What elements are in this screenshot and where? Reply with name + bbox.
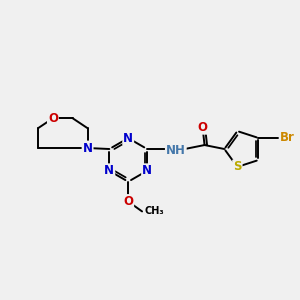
- Text: NH: NH: [166, 143, 186, 157]
- Text: S: S: [233, 160, 242, 173]
- Text: N: N: [82, 142, 93, 154]
- Text: CH₃: CH₃: [144, 206, 164, 216]
- Text: N: N: [123, 132, 133, 145]
- Text: O: O: [198, 121, 208, 134]
- Text: N: N: [104, 164, 114, 177]
- Text: O: O: [123, 195, 133, 208]
- Text: O: O: [48, 112, 58, 125]
- Text: N: N: [142, 164, 152, 177]
- Text: Br: Br: [280, 131, 295, 144]
